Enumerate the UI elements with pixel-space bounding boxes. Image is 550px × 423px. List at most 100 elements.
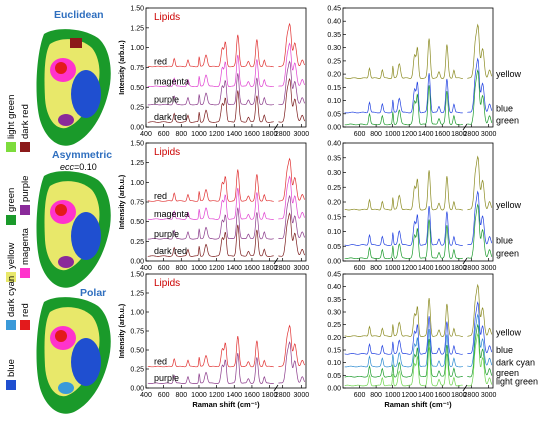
series-label-red: red — [154, 356, 167, 366]
series-line-blue — [344, 301, 493, 355]
panel-title: Lipids — [154, 147, 180, 158]
x-tick-label: 1600 — [435, 392, 451, 399]
series-line-blue — [344, 190, 493, 246]
x-tick-label: 1800 — [262, 131, 278, 138]
series-label-purple: purple — [154, 373, 179, 383]
series-label-purple: purple — [154, 229, 179, 239]
x-tick-label: 1400 — [418, 131, 434, 138]
map-title: Euclidean — [54, 9, 104, 21]
map-region-accent — [58, 114, 74, 126]
y-axis-label: Intensity (arb.u.) — [119, 40, 126, 94]
x-tick-label: 1600 — [244, 265, 260, 272]
map-region-darkred — [70, 38, 82, 48]
cell-map-3 — [36, 297, 111, 414]
y-tick-label: 0.25 — [130, 105, 144, 112]
y-tick-label: 0.30 — [327, 170, 341, 177]
y-tick-label: 0.35 — [327, 297, 341, 304]
y-tick-label: 0.15 — [327, 214, 341, 221]
x-tick-label: 1200 — [401, 265, 417, 272]
x-tick-label: 1800 — [262, 265, 278, 272]
series-line-green — [344, 69, 493, 126]
legend-swatch-red — [20, 320, 30, 330]
x-tick-label: 2800 — [464, 392, 480, 399]
series-line-green — [344, 203, 493, 260]
series-line-purple — [147, 194, 306, 240]
y-tick-label: 0.75 — [130, 65, 144, 72]
y-tick-label: 0.05 — [327, 111, 341, 118]
series-label-blue: blue — [496, 345, 513, 355]
y-tick-label: 1.25 — [130, 25, 144, 32]
map-region-blue — [71, 338, 101, 386]
plot-frame — [145, 273, 307, 389]
legend-swatch-blue — [6, 380, 16, 390]
series-label-red: red — [154, 57, 167, 67]
series-label-yellow: yellow — [496, 69, 522, 79]
x-tick-label: 400 — [140, 265, 152, 272]
x-tick-label: 800 — [175, 131, 187, 138]
series-line-red — [147, 157, 306, 202]
series-line-light-green — [344, 332, 493, 387]
y-axis-label: Intensity (arb.u.) — [119, 304, 126, 358]
series-line-green — [344, 323, 493, 378]
y-tick-label: 0.00 — [327, 259, 341, 266]
x-tick-label: 600 — [354, 131, 366, 138]
y-tick-label: 0.45 — [327, 272, 341, 279]
axis-break — [273, 384, 279, 392]
legend-label-green: green — [6, 188, 17, 212]
x-tick-label: 1200 — [209, 392, 225, 399]
x-axis-label: Raman shift (cm⁻¹) — [192, 400, 260, 409]
map-region-blue — [71, 70, 101, 118]
legend-label-dark-cyan: dark cyan — [6, 276, 17, 317]
y-tick-label: 1.50 — [130, 141, 144, 148]
x-tick-label: 600 — [158, 131, 170, 138]
series-line-dark-red — [147, 77, 306, 123]
y-tick-label: 0.35 — [327, 155, 341, 162]
x-tick-label: 600 — [158, 265, 170, 272]
y-tick-label: 0.40 — [327, 141, 341, 148]
plot-frame — [342, 273, 494, 389]
series-line-magenta — [147, 175, 306, 220]
y-tick-label: 0.45 — [327, 6, 341, 13]
x-tick-label: 800 — [370, 265, 382, 272]
series-label-magenta: magenta — [154, 209, 189, 219]
x-tick-label: 1000 — [191, 392, 207, 399]
y-tick-label: 1.00 — [130, 180, 144, 187]
series-label-dark-cyan: dark cyan — [496, 358, 535, 368]
y-tick-label: 1.00 — [130, 310, 144, 317]
series-line-yellow — [344, 155, 493, 211]
series-label-green: green — [496, 115, 519, 125]
map-title: Polar — [80, 287, 106, 299]
legend-swatch-dark-cyan — [6, 320, 16, 330]
y-tick-label: 0.10 — [327, 360, 341, 367]
y-tick-label: 0.30 — [327, 310, 341, 317]
series-label-purple: purple — [154, 95, 179, 105]
y-tick-label: 1.50 — [130, 6, 144, 13]
series-label-yellow: yellow — [496, 200, 522, 210]
series-line-magenta — [147, 42, 306, 88]
series-line-dark-red — [147, 212, 306, 257]
series-line-blue — [344, 57, 493, 114]
y-tick-label: 0.35 — [327, 32, 341, 39]
series-label-blue: blue — [496, 235, 513, 245]
x-tick-label: 1800 — [451, 131, 467, 138]
x-tick-label: 3000 — [481, 265, 497, 272]
x-tick-label: 1400 — [226, 392, 242, 399]
series-line-yellow — [344, 23, 493, 79]
y-tick-label: 0.10 — [327, 229, 341, 236]
x-tick-label: 3000 — [294, 131, 310, 138]
x-tick-label: 1000 — [385, 392, 401, 399]
cell-map-2 — [36, 171, 111, 288]
ecc-symbol: ecc — [60, 162, 75, 172]
series-line-purple — [147, 341, 306, 384]
series-label-yellow: yellow — [496, 327, 522, 337]
x-tick-label: 1600 — [244, 131, 260, 138]
x-axis-label: Raman shift (cm⁻¹) — [384, 400, 452, 409]
ecc-value: =0.10 — [74, 162, 97, 172]
y-tick-label: 0.50 — [130, 85, 144, 92]
x-tick-label: 800 — [370, 392, 382, 399]
y-tick-label: 1.25 — [130, 291, 144, 298]
x-tick-label: 2800 — [464, 131, 480, 138]
map-region-accent — [58, 256, 74, 268]
series-label-blue: blue — [496, 103, 513, 113]
y-tick-label: 0.75 — [130, 200, 144, 207]
